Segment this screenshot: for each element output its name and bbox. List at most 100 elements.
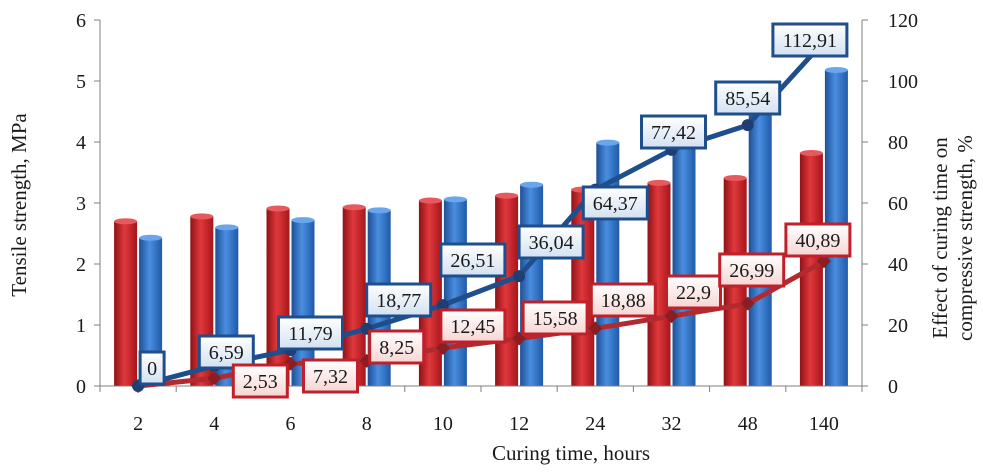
y-tick-label: 0 [76,376,86,398]
data-label-box-blue [439,242,507,278]
data-label-red: 40,89 [795,230,840,252]
bar-blue [672,143,696,386]
data-label-blue: 85,54 [725,88,770,110]
bar-red [647,182,671,386]
y2-tick-label: 120 [888,10,918,32]
data-label-box-red [521,300,589,336]
x-tick-label: 24 [585,413,605,435]
data-label-blue: 36,04 [529,232,574,254]
y-tick-label: 3 [76,193,86,215]
y-tick-label: 5 [76,71,86,93]
line-point-red [664,309,679,324]
bar-cap [520,181,544,188]
data-label-red: 12,45 [450,316,495,338]
line-point-red [740,296,755,311]
data-label-box-red [718,252,786,288]
bar-cap [443,196,467,203]
x-tick-label: 2 [133,413,143,435]
data-label-red: 2,53 [243,371,278,393]
bar-cap [799,149,823,156]
x-tick-label: 48 [738,413,758,435]
y2-tick-label: 80 [888,132,908,154]
y-tick-label: 6 [76,10,86,32]
bar-cap [495,192,519,199]
data-label-box-red [368,329,426,365]
data-label-blue: 112,91 [783,30,837,52]
bar-cap [266,205,290,212]
bar-red [495,195,519,386]
data-label-blue: 0 [147,358,157,380]
x-tick-label: 10 [433,413,453,435]
data-label-box-blue [581,185,649,221]
y-tick-label: 1 [76,315,86,337]
data-label-blue: 26,51 [450,250,495,272]
bar-blue [748,103,772,386]
bar-blue [443,199,467,386]
line-point-blue [436,299,449,312]
x-tick-label: 4 [209,413,219,435]
data-labels-layer: 0 6,59 11,79 18,77 26,51 36,04 64,37 77,42 85,54… [138,22,852,399]
y2-axis-title-line1: Effect of curing time on [928,137,952,339]
data-label-box-blue [197,334,255,370]
data-label-blue: 6,59 [209,342,244,364]
y-tick-label: 2 [76,254,86,276]
data-label-red: 15,58 [533,308,578,330]
line-point-red [588,321,603,336]
data-label-box-red [439,308,507,344]
bar-cap [215,224,239,231]
bar-cap [723,174,747,181]
y2-tick-label: 0 [888,376,898,398]
line-point-blue [513,270,526,283]
bar-cap [418,197,442,204]
x-tick-label: 140 [809,413,839,435]
x-tick-label: 32 [662,413,682,435]
data-label-blue: 18,77 [376,290,421,312]
y2-axis-title-line2: compressive strength, % [953,135,977,341]
bar-cap [114,218,138,225]
bar-cap [596,139,620,146]
line-point-red [435,341,450,356]
data-label-box-blue [714,80,782,116]
line-point-red [207,371,222,386]
bar-cap [190,213,214,220]
data-label-box-blue [771,22,849,58]
y2-tick-label: 40 [888,254,908,276]
data-label-box-red [665,274,722,310]
x-tick-label: 12 [509,413,529,435]
y2-tick-label: 20 [888,315,908,337]
bar-cap [291,217,315,224]
x-tick-label: 6 [286,413,296,435]
bar-cap [824,67,848,74]
bar-red [266,208,290,386]
line-point-red [816,254,831,269]
data-label-blue: 77,42 [651,122,696,144]
y-axis-title: Tensile strength, MPa [7,113,31,297]
data-label-red: 26,99 [729,260,774,282]
line-point-blue [741,119,754,132]
y-tick-label: 4 [76,132,86,154]
data-label-red: 18,88 [601,290,646,312]
data-label-box-blue [277,315,344,351]
bar-cap [139,234,163,241]
y2-tick-label: 100 [888,71,918,93]
x-axis-title: Curing time, hours [492,441,650,465]
data-label-red: 22,9 [676,282,711,304]
data-label-box-red [784,222,852,258]
data-label-red: 7,32 [313,366,348,388]
data-label-box-red [302,358,359,394]
data-label-blue: 64,37 [593,193,638,215]
data-label-box-blue [640,114,707,150]
bar-cap [647,179,671,186]
x-tick-label: 8 [362,413,372,435]
data-label-blue: 11,79 [288,323,332,345]
bar-red [342,207,366,386]
bar-red [114,221,138,386]
data-label-box-blue [138,350,166,386]
y2-tick-label: 60 [888,193,908,215]
data-label-red: 8,25 [379,337,414,359]
data-label-box-red [589,282,657,318]
bar-blue [520,184,544,386]
bar-cap [342,204,366,211]
